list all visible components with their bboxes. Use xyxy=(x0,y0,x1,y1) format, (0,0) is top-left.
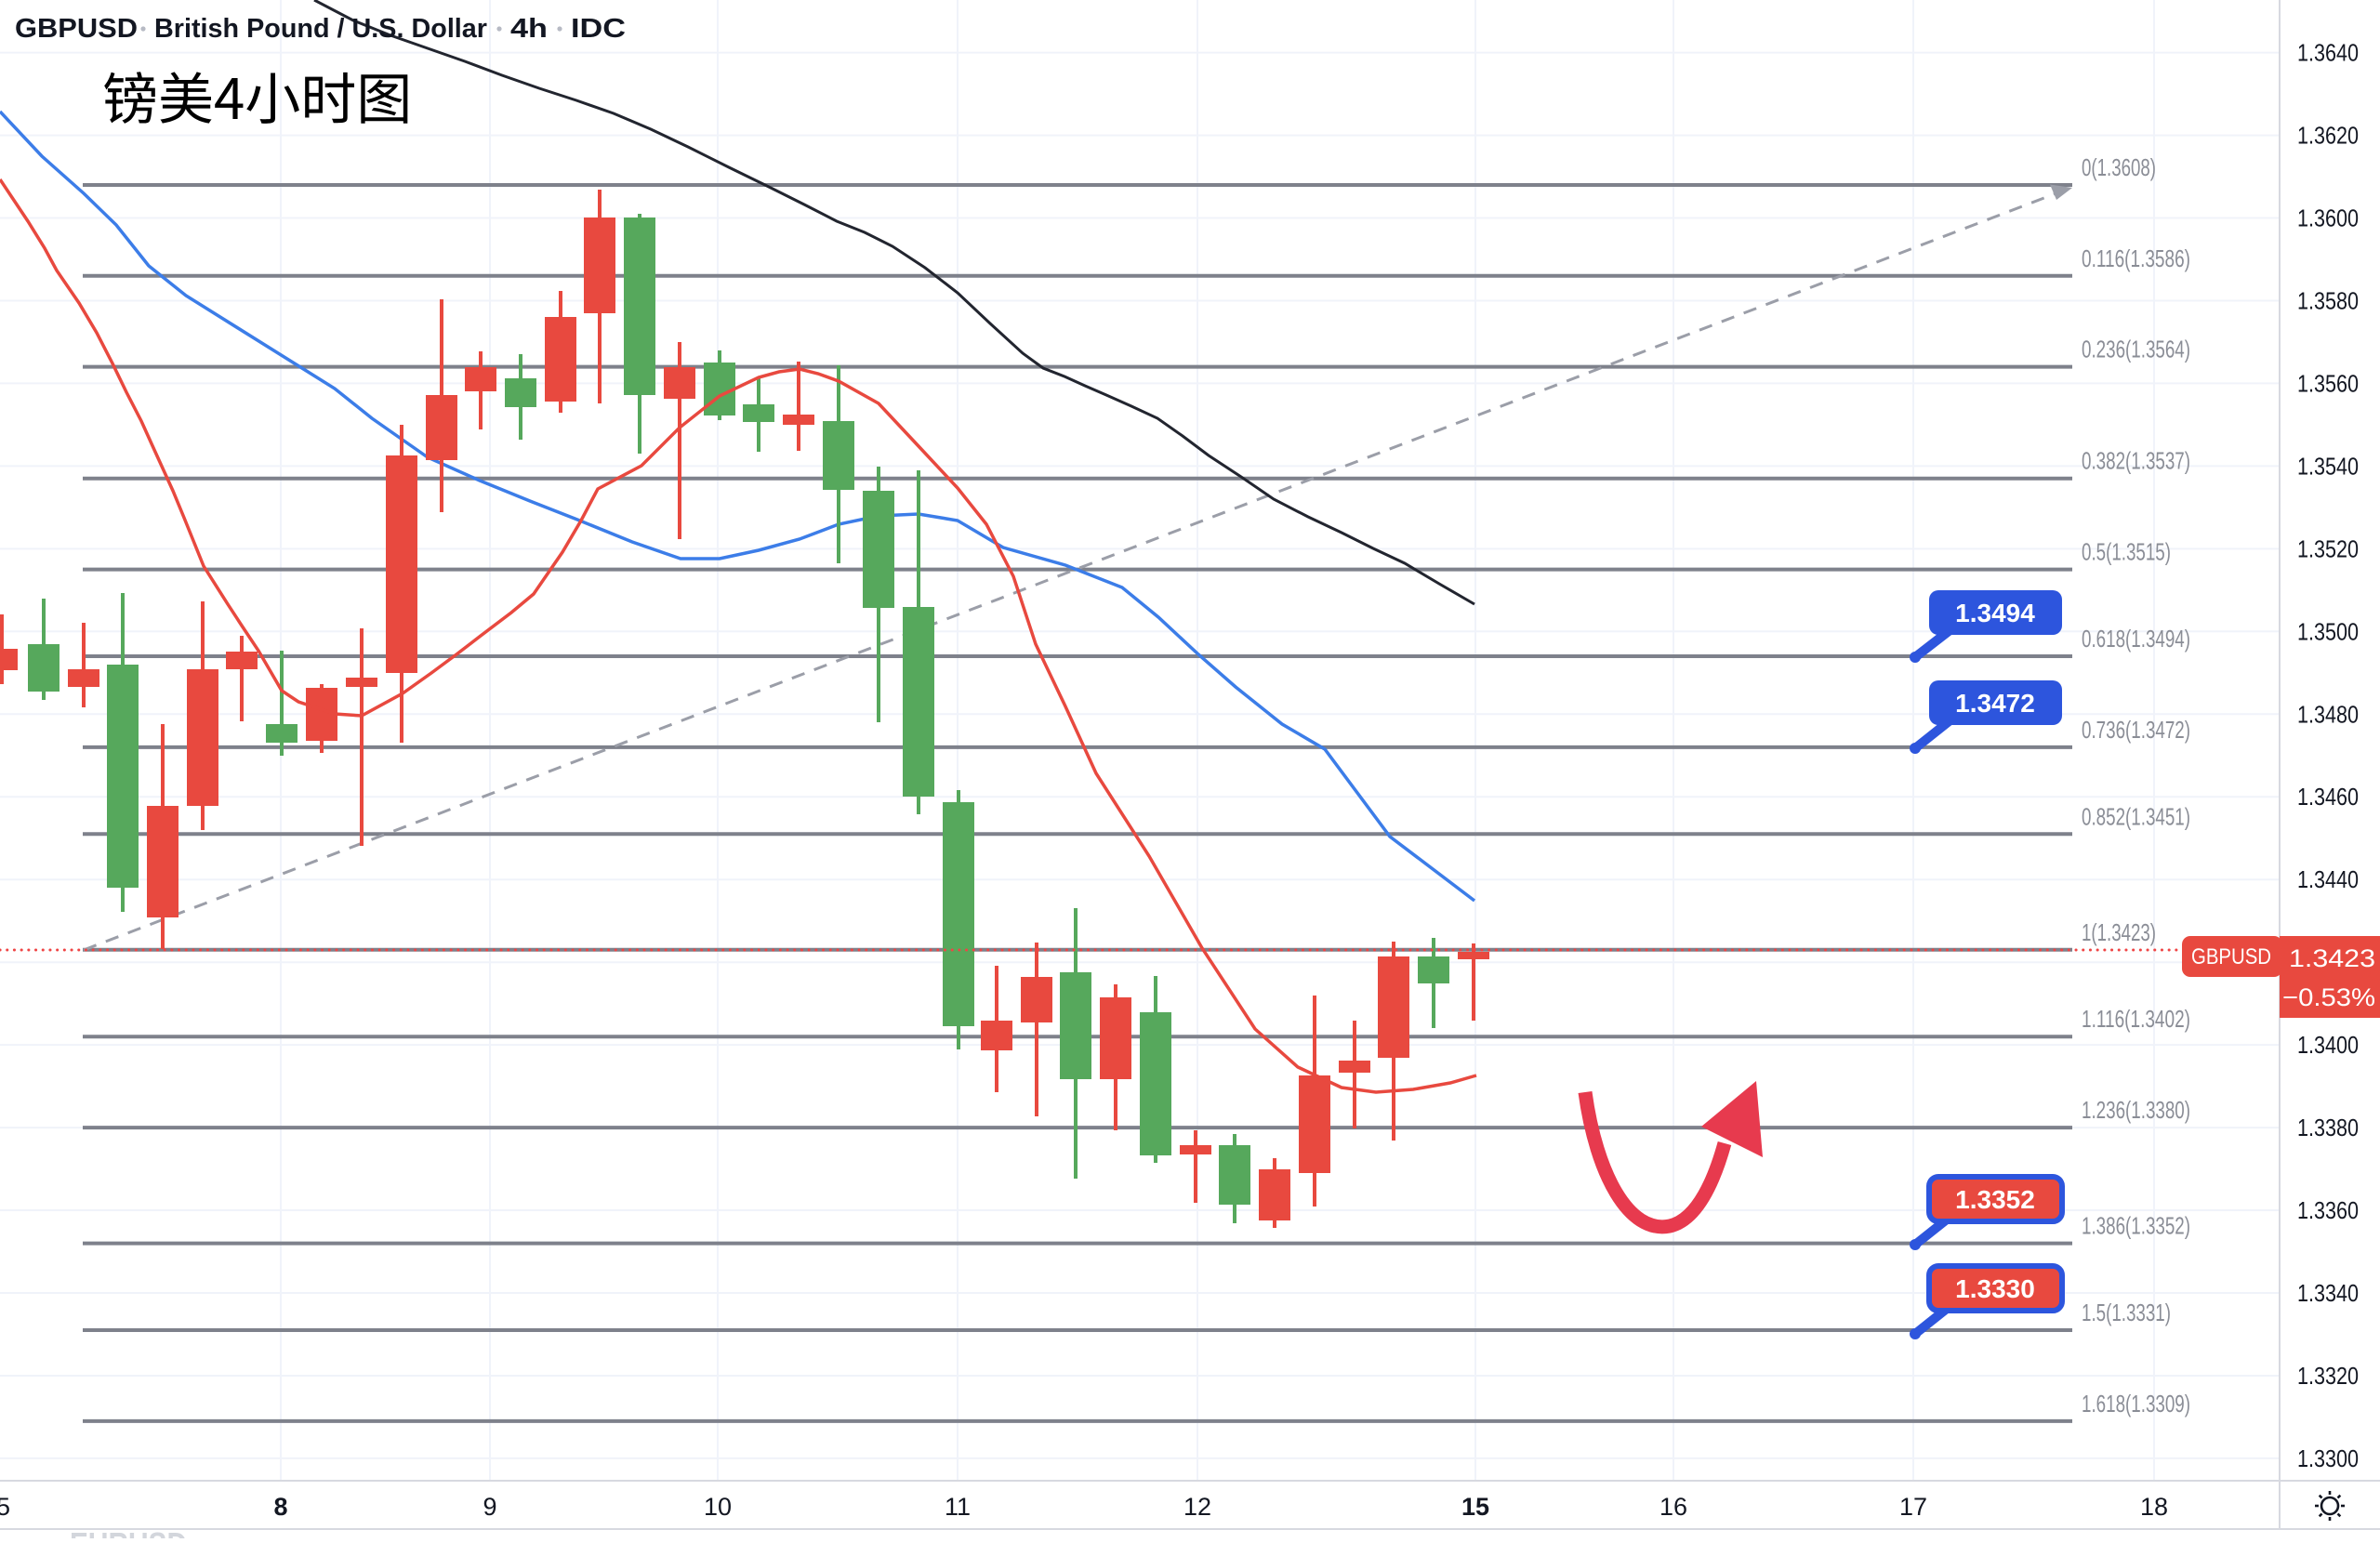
svg-text:1.3620: 1.3620 xyxy=(2297,122,2359,150)
svg-text:British Pound / U.S. Dollar: British Pound / U.S. Dollar xyxy=(154,14,487,44)
svg-text:1.3400: 1.3400 xyxy=(2297,1031,2359,1059)
svg-text:5: 5 xyxy=(0,1493,10,1521)
svg-text:15: 15 xyxy=(1461,1493,1489,1521)
svg-text:EURUSD: EURUSD xyxy=(70,1525,187,1538)
svg-text:18: 18 xyxy=(2140,1493,2168,1521)
svg-text:0.116(1.3586): 0.116(1.3586) xyxy=(2082,244,2190,272)
svg-text:1.3330: 1.3330 xyxy=(1955,1274,2035,1303)
svg-text:1.3540: 1.3540 xyxy=(2297,452,2359,480)
svg-text:1.386(1.3352): 1.386(1.3352) xyxy=(2082,1212,2190,1240)
svg-text:1.3560: 1.3560 xyxy=(2297,369,2359,397)
svg-text:1.5(1.3331): 1.5(1.3331) xyxy=(2082,1299,2171,1326)
svg-text:GBPUSD: GBPUSD xyxy=(15,14,138,44)
svg-text:1.3352: 1.3352 xyxy=(1955,1185,2035,1214)
svg-text:16: 16 xyxy=(1659,1493,1687,1521)
svg-text:1.236(1.3380): 1.236(1.3380) xyxy=(2082,1096,2190,1124)
svg-text:11: 11 xyxy=(945,1493,971,1521)
svg-text:1(1.3423): 1(1.3423) xyxy=(2082,918,2156,946)
svg-text:8: 8 xyxy=(273,1493,287,1521)
svg-text:GBPUSD: GBPUSD xyxy=(2191,944,2271,969)
svg-text:1.3580: 1.3580 xyxy=(2297,287,2359,315)
svg-text:17: 17 xyxy=(1899,1493,1927,1521)
svg-text:0.852(1.3451): 0.852(1.3451) xyxy=(2082,802,2190,830)
svg-text:0.736(1.3472): 0.736(1.3472) xyxy=(2082,716,2190,744)
svg-text:1.3472: 1.3472 xyxy=(1955,689,2035,718)
svg-text:0.236(1.3564): 0.236(1.3564) xyxy=(2082,336,2190,363)
svg-text:0(1.3608): 0(1.3608) xyxy=(2082,153,2156,181)
svg-text:12: 12 xyxy=(1183,1493,1211,1521)
svg-text:1.3360: 1.3360 xyxy=(2297,1196,2359,1224)
svg-text:1.3380: 1.3380 xyxy=(2297,1114,2359,1141)
svg-text:1.3520: 1.3520 xyxy=(2297,534,2359,562)
svg-text:1.3440: 1.3440 xyxy=(2297,865,2359,893)
svg-text:1.3320: 1.3320 xyxy=(2297,1362,2359,1390)
svg-text:0.5(1.3515): 0.5(1.3515) xyxy=(2082,538,2171,566)
svg-text:1.3640: 1.3640 xyxy=(2297,39,2359,67)
svg-text:1.3500: 1.3500 xyxy=(2297,617,2359,645)
svg-text:1.3600: 1.3600 xyxy=(2297,204,2359,232)
svg-text:9: 9 xyxy=(483,1493,496,1521)
svg-text:10: 10 xyxy=(704,1493,732,1521)
svg-text:4h: 4h xyxy=(510,14,548,44)
svg-text:1.3340: 1.3340 xyxy=(2297,1279,2359,1307)
svg-text:0.382(1.3537): 0.382(1.3537) xyxy=(2082,447,2190,475)
svg-text:1.3480: 1.3480 xyxy=(2297,700,2359,728)
svg-text:−0.53%: −0.53% xyxy=(2282,983,2375,1011)
svg-text:0.618(1.3494): 0.618(1.3494) xyxy=(2082,625,2190,653)
svg-text:1.116(1.3402): 1.116(1.3402) xyxy=(2082,1005,2190,1033)
svg-text:1.3300: 1.3300 xyxy=(2297,1444,2359,1472)
svg-text:IDC: IDC xyxy=(571,14,626,44)
svg-text:1.3423: 1.3423 xyxy=(2289,944,2375,972)
svg-text:1.3494: 1.3494 xyxy=(1955,599,2035,627)
svg-text:1.618(1.3309): 1.618(1.3309) xyxy=(2082,1390,2190,1418)
svg-text:1.3460: 1.3460 xyxy=(2297,783,2359,811)
